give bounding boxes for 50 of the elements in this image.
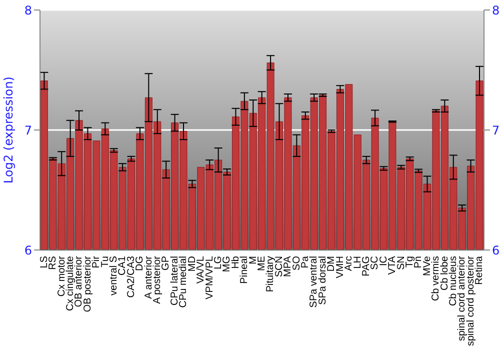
- x-tick-label: Pn: [413, 256, 424, 268]
- x-tick-label: CA2/CA3: [126, 256, 137, 298]
- x-tick-label: VTA: [387, 256, 398, 275]
- x-tick-label: OB posterior: [82, 255, 94, 312]
- x-tick-label: A posterior: [152, 255, 164, 304]
- y-tick-label: 7: [24, 123, 32, 138]
- x-tick-label: DM: [326, 256, 338, 272]
- x-tick-label: A anterior: [143, 255, 154, 299]
- x-tick-label: CPu lateral: [169, 256, 180, 306]
- x-tick-label: PAG: [360, 256, 372, 276]
- x-tick-label: Retina: [474, 256, 486, 285]
- y-tick-label: 6: [24, 243, 32, 258]
- x-tick-label: Tg: [404, 256, 416, 268]
- x-tick-label: LG: [212, 256, 224, 270]
- x-tick-label: CA1: [117, 256, 128, 276]
- x-tick-label: VPM/VPL: [204, 256, 216, 300]
- x-tick-label: Hb: [230, 256, 242, 269]
- y-tick-label: 8: [24, 3, 32, 18]
- x-tick-label: SPa dorsal: [317, 256, 328, 305]
- x-tick-label: Tu: [100, 256, 111, 268]
- y2-tick-label: 8: [492, 3, 500, 18]
- x-tick-label: Cx cingulate: [64, 256, 76, 312]
- x-tick-label: Cb lobe: [439, 256, 450, 290]
- x-tick-label: LS: [38, 256, 50, 268]
- y-axis-title: Log2 (expression): [1, 76, 16, 184]
- x-tick-label: SN: [396, 256, 407, 270]
- x-tick-label: SCN: [274, 256, 285, 278]
- x-tick-label: Pineal: [239, 256, 250, 284]
- y2-tick-label: 7: [492, 123, 500, 138]
- y2-tick-label: 6: [492, 243, 500, 258]
- x-tick-label: ventral S: [108, 256, 120, 296]
- x-tick-label: CPu medial: [178, 256, 190, 308]
- x-tick-label: Arc: [344, 256, 355, 271]
- x-tick-label: MVe: [422, 256, 433, 276]
- x-tick-label: M: [248, 256, 259, 264]
- x-tick-label: IC: [378, 256, 390, 266]
- x-tick-label: SC: [370, 256, 381, 270]
- x-tick-label: spinal cord anterior: [456, 255, 468, 342]
- x-tick-label: DG: [134, 256, 146, 271]
- x-tick-label: OB anterior: [74, 255, 85, 308]
- x-tick-label: Pituitary: [265, 256, 276, 292]
- x-tick-label: Pir: [91, 255, 102, 268]
- x-tick-label: LH: [352, 256, 364, 269]
- x-tick-label: GP: [160, 256, 172, 270]
- x-tick-label: VMH: [334, 256, 346, 278]
- x-tick-label: MPA: [282, 256, 294, 277]
- x-tick-label: RS: [48, 256, 59, 270]
- x-tick-label: ME: [256, 256, 268, 271]
- x-tick-label: SO: [291, 256, 302, 270]
- x-tick-label: spinal cord posterior: [465, 255, 476, 346]
